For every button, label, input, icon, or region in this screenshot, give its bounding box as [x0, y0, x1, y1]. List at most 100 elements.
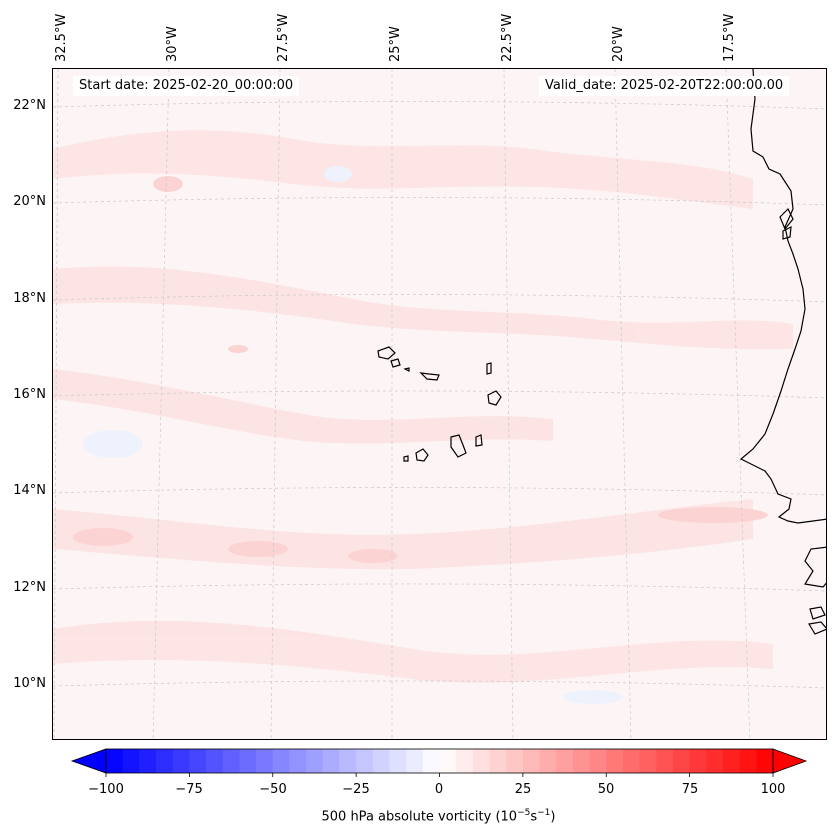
colorbar-tick-label-25: 25 [514, 782, 532, 797]
cape-verde-santa-luzia [403, 367, 410, 372]
vorticity-patch-2 [73, 528, 133, 546]
colorbar-label-exp1: −5 [517, 808, 531, 818]
cape-verde-sao-nicolau [419, 372, 440, 381]
colorbar-cell [356, 749, 374, 773]
cape-verde-boa-vista [487, 390, 502, 406]
parallel-22n [53, 101, 826, 110]
lat-label-22n: 22°N [13, 98, 46, 113]
colorbar-cell [689, 749, 707, 773]
meridian-17-5w [725, 69, 751, 739]
colorbar-cell [589, 749, 607, 773]
vorticity-band-far-south [53, 620, 773, 683]
colorbar-cell [439, 749, 457, 773]
vorticity-patch-1 [153, 176, 183, 192]
meridian-27-5w [270, 69, 281, 739]
lon-label-32-5w: 32.5°W [54, 13, 69, 62]
cape-verde-maio [475, 434, 483, 447]
colorbar-tick-label-neg25: −25 [342, 782, 370, 797]
negative-patch-1 [83, 430, 143, 458]
parallel-14n [53, 487, 826, 496]
colorbar-cell [656, 749, 674, 773]
colorbar-cell [372, 749, 391, 773]
colorbar-cell [506, 749, 524, 773]
colorbar-cell [556, 749, 574, 773]
cape-verde-santiago [450, 434, 467, 458]
meridian-20w [614, 69, 632, 739]
colorbar-cell [572, 749, 591, 773]
colorbar-cell [722, 749, 741, 773]
coastal-island-2 [782, 225, 792, 240]
colorbar-tick-label-75: 75 [681, 782, 699, 797]
colorbar-low-extend [70, 748, 107, 774]
start-date-label: Start date: 2025-02-20_00:00:00 [73, 76, 300, 96]
colorbar-cell [256, 749, 274, 773]
cape-verde-sal [486, 362, 492, 375]
colorbar-cell [672, 749, 691, 773]
map-plot-area [52, 68, 827, 740]
colorbar-cell [756, 749, 774, 773]
vorticity-maxima [73, 176, 768, 563]
vorticity-minima [83, 166, 623, 704]
lon-label-27-5w: 27.5°W [276, 13, 291, 62]
colorbar-cell [422, 749, 441, 773]
lon-label-30w: 30°W [165, 26, 180, 62]
colorbar-cell [306, 749, 324, 773]
colorbar-cell [272, 749, 291, 773]
colorbar-tick-label-100: 100 [760, 782, 786, 797]
colorbar-high-extend [772, 748, 808, 774]
colorbar-label-suffix: ) [550, 809, 556, 825]
colorbar-label-exp2: −1 [537, 808, 551, 818]
colorbar-cell [456, 749, 474, 773]
coastlines [377, 69, 826, 635]
vorticity-bands [53, 130, 793, 683]
valid-date-label: Valid_date: 2025-02-20T22:00:00.00 [539, 76, 790, 96]
colorbar-cell [106, 749, 124, 773]
coastal-island-1 [779, 207, 794, 231]
colorbar-cell [539, 749, 557, 773]
guinea-bissau-islands [808, 606, 826, 635]
lat-label-16n: 16°N [13, 387, 46, 402]
colorbar-cells [106, 749, 774, 773]
colorbar-cell [489, 749, 507, 773]
vorticity-field-map [53, 69, 826, 739]
parallel-18n [53, 294, 826, 303]
vorticity-band-mid-north [53, 266, 793, 350]
africa-coast-south [804, 546, 826, 588]
cape-verde-fogo [415, 448, 429, 462]
colorbar-cell [139, 749, 157, 773]
vorticity-band-north [53, 130, 753, 209]
lat-label-14n: 14°N [13, 483, 46, 498]
meridian-30w [152, 69, 170, 739]
lat-label-20n: 20°N [13, 194, 46, 209]
colorbar-cell [406, 749, 424, 773]
parallel-12n [53, 583, 826, 592]
colorbar-cell [322, 749, 341, 773]
lat-label-10n: 10°N [13, 676, 46, 691]
meridian-32-5w [53, 69, 59, 739]
colorbar-cell [122, 749, 140, 773]
parallel-10n [53, 680, 826, 689]
colorbar-tick-label-neg50: −50 [259, 782, 287, 797]
parallel-16n [53, 390, 826, 399]
colorbar-cell [172, 749, 190, 773]
colorbar-outline [105, 748, 774, 774]
colorbar-cell [522, 749, 541, 773]
africa-coast [739, 69, 826, 524]
colorbar-cell [222, 749, 241, 773]
lon-label-20w: 20°W [611, 26, 626, 62]
lat-label-12n: 12°N [13, 580, 46, 595]
vorticity-band-south [53, 499, 753, 570]
lon-label-17-5w: 17.5°W [722, 13, 737, 62]
colorbar-cell [606, 749, 624, 773]
colorbar-cell [622, 749, 641, 773]
colorbar-cell [189, 749, 207, 773]
colorbar-cell [472, 749, 491, 773]
colorbar-cell [156, 749, 174, 773]
lat-label-18n: 18°N [13, 291, 46, 306]
colorbar-cell [739, 749, 757, 773]
parallel-20n [53, 197, 826, 206]
colorbar-tick-marks [105, 773, 774, 777]
cape-verde-brava [403, 455, 409, 462]
vorticity-patch-3 [228, 541, 288, 557]
vorticity-patch-6 [228, 345, 248, 353]
